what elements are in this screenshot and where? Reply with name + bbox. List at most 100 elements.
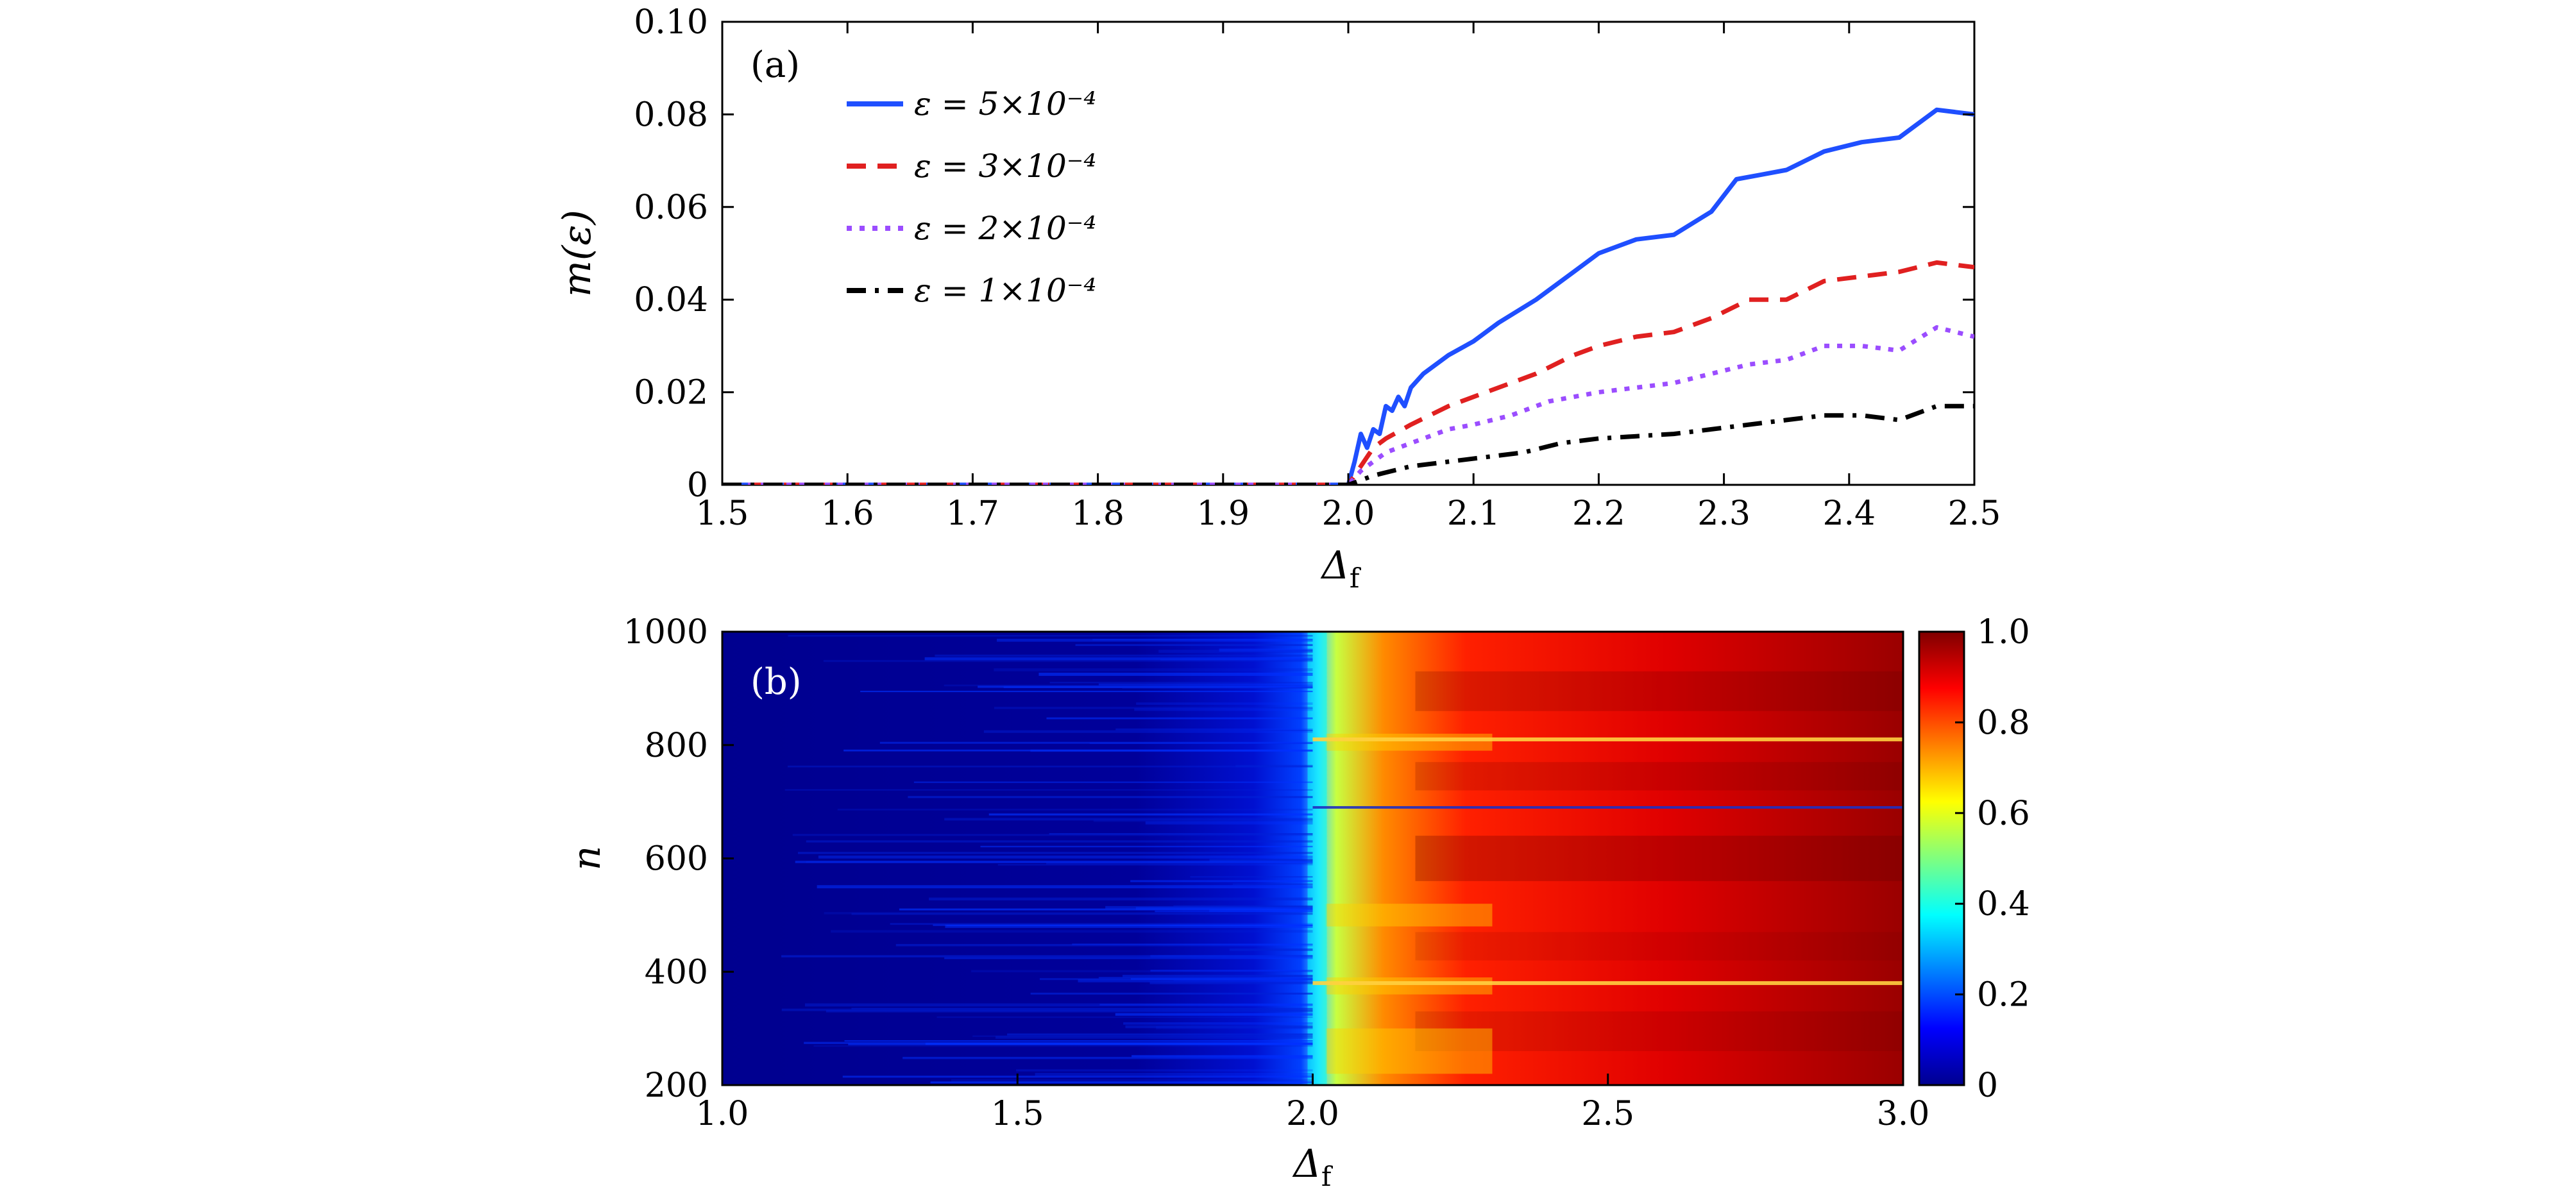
noise-streak xyxy=(1130,978,1313,980)
noise-streak xyxy=(902,1056,1313,1059)
x-tick-label: 1.6 xyxy=(821,494,874,533)
heat-band xyxy=(1415,836,1903,881)
noise-streak xyxy=(929,897,1313,901)
x-axis-label-a: Δf xyxy=(1321,543,1362,594)
noise-streak xyxy=(860,691,1313,693)
noise-streak xyxy=(1038,672,1313,676)
noise-streak xyxy=(1232,883,1313,886)
axis-ticks-b: 1.0 1.5 2.0 2.5 3.0 200 400 600 800 1000 xyxy=(623,613,1930,1133)
heatmap-streaks xyxy=(781,635,1903,1084)
bright-line xyxy=(1312,737,1903,741)
noise-streak xyxy=(971,970,1313,973)
noise-streak xyxy=(879,741,1313,744)
y-tick-label: 0.10 xyxy=(634,3,708,42)
noise-streak xyxy=(1158,650,1313,653)
noise-streak xyxy=(784,789,1313,791)
series-line-2 xyxy=(722,260,1974,485)
noise-streak xyxy=(978,686,1313,688)
series-line-4 xyxy=(722,403,1974,485)
heat-band-bright xyxy=(1325,904,1493,927)
heat-band-bright xyxy=(1325,734,1493,751)
colorbar xyxy=(1918,630,1965,1086)
noise-streak xyxy=(1131,1055,1313,1058)
x-tick-label: 2.0 xyxy=(1286,1095,1339,1133)
noise-streak xyxy=(1219,648,1313,652)
noise-streak xyxy=(851,913,1313,915)
x-tick-label: 2.3 xyxy=(1697,494,1750,533)
y-tick-label: 800 xyxy=(645,727,708,765)
x-axis-subscript-b: f xyxy=(1321,1161,1334,1189)
noise-streak xyxy=(1049,833,1313,835)
noise-streak xyxy=(1035,1072,1313,1076)
heatmap-image xyxy=(722,632,1903,1085)
noise-streak xyxy=(1156,1026,1313,1029)
noise-streak xyxy=(1072,943,1313,945)
heat-band xyxy=(1415,762,1903,791)
x-axis-label-b: Δf xyxy=(1292,1142,1334,1189)
heatmap-panel-b: 1.0 1.5 2.0 2.5 3.0 200 400 600 800 1000 (b) n Δf… xyxy=(564,613,2030,1189)
noise-streak xyxy=(1134,708,1313,711)
legend-label-1: ε = 5×10⁻⁴ xyxy=(914,85,1096,122)
y-tick-label: 0.06 xyxy=(634,189,708,227)
noise-streak xyxy=(787,765,1313,768)
x-tick-label: 2.4 xyxy=(1822,494,1876,533)
bright-line xyxy=(1312,981,1903,985)
noise-streak xyxy=(924,657,1313,661)
x-tick-label: 1.9 xyxy=(1196,494,1250,533)
colorbar-tick-label: 0.2 xyxy=(1977,976,2030,1015)
noise-streak xyxy=(1115,728,1313,730)
x-tick-label: 2.5 xyxy=(1581,1095,1634,1133)
panel-label-a: (a) xyxy=(750,44,800,86)
noise-streak xyxy=(895,943,1313,947)
noise-streak xyxy=(842,1075,1313,1078)
legend-label-2: ε = 3×10⁻⁴ xyxy=(914,148,1096,185)
legend-label-4: ε = 1×10⁻⁴ xyxy=(914,272,1096,309)
x-axis-subscript-a: f xyxy=(1350,562,1362,594)
noise-streak xyxy=(1046,717,1313,720)
noise-streak xyxy=(1173,979,1313,981)
noise-streak xyxy=(951,1079,1313,1082)
x-axis-symbol-a: Δ xyxy=(1321,543,1350,588)
x-tick-label: 3.0 xyxy=(1877,1095,1930,1133)
noise-streak xyxy=(980,845,1313,848)
noise-streak xyxy=(795,861,1313,863)
noise-streak xyxy=(1125,1025,1313,1029)
noise-streak xyxy=(995,1036,1313,1039)
y-axis-label-a: m(ε) xyxy=(555,210,600,297)
x-tick-label: 2.1 xyxy=(1447,494,1500,533)
noise-streak xyxy=(890,923,1313,925)
noise-streak xyxy=(930,1081,1313,1084)
noise-streak xyxy=(1105,906,1313,909)
noise-streak xyxy=(1030,992,1313,995)
x-axis-symbol-b: Δ xyxy=(1292,1142,1321,1186)
colorbar-tick-label: 0.8 xyxy=(1977,704,2030,742)
y-tick-label: 0 xyxy=(687,466,708,505)
noise-streak xyxy=(788,635,1313,637)
noise-streak xyxy=(988,813,1313,816)
noise-streak xyxy=(1099,1004,1313,1006)
noise-streak xyxy=(824,912,1313,915)
noise-streak xyxy=(826,1009,1313,1013)
noise-streak xyxy=(1123,1022,1313,1025)
heat-band-bright xyxy=(1325,977,1493,995)
noise-streak xyxy=(1122,687,1313,689)
noise-streak xyxy=(1093,820,1313,822)
noise-streak xyxy=(935,654,1313,657)
noise-streak xyxy=(804,1003,1313,1007)
transition-edge xyxy=(1307,632,1327,1085)
x-tick-label: 1.0 xyxy=(696,1095,749,1133)
dark-line xyxy=(1312,805,1903,809)
heatmap-bands xyxy=(1307,632,1903,1085)
noise-streak xyxy=(945,924,1313,928)
heat-band xyxy=(1415,932,1903,961)
colorbar-tick-label: 0.4 xyxy=(1977,885,2030,923)
noise-streak xyxy=(994,668,1313,671)
noise-streak xyxy=(1123,975,1313,977)
noise-streak xyxy=(1115,1013,1313,1016)
noise-streak xyxy=(908,796,1313,798)
noise-streak xyxy=(851,1008,1313,1009)
noise-streak xyxy=(1190,876,1313,878)
y-tick-label: 600 xyxy=(645,840,708,879)
noise-streak xyxy=(997,864,1313,866)
